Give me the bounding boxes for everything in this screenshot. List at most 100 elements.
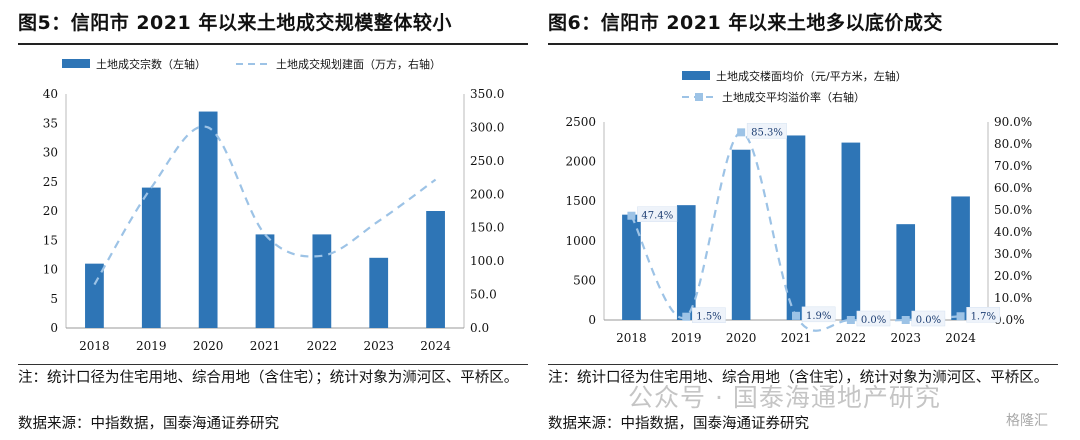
data-label-box xyxy=(911,310,946,327)
x-tick-label: 2018 xyxy=(79,339,110,353)
data-label: 47.4% xyxy=(641,211,673,222)
y-right-tick-label: 250.0 xyxy=(470,154,504,168)
data-label: 1.5% xyxy=(696,312,721,323)
y-right-tick-label: 40.0% xyxy=(994,225,1032,239)
y-left-tick-label: 1500 xyxy=(565,194,596,208)
y-right-tick-label: 0.0% xyxy=(994,313,1025,327)
y-right-tick-label: 50.0 xyxy=(470,288,497,302)
bar xyxy=(676,205,696,320)
series-line xyxy=(93,125,437,286)
y-right-tick-label: 50.0% xyxy=(994,203,1032,217)
bar xyxy=(198,111,218,328)
bar xyxy=(731,149,751,320)
bar xyxy=(841,142,861,320)
series-line xyxy=(630,131,961,332)
left-chart-title: 图5：信阳市 2021 年以来土地成交规模整体较小 xyxy=(18,12,452,34)
y-left-tick-label: 30 xyxy=(43,146,58,160)
line-point xyxy=(792,311,800,320)
right-title-rule xyxy=(548,43,1058,45)
y-right-tick-label: 20.0% xyxy=(994,269,1032,283)
brand-watermark: 格隆汇 xyxy=(1006,413,1048,429)
x-tick-label: 2021 xyxy=(781,331,812,345)
data-label-box xyxy=(692,307,726,323)
x-tick-label: 2019 xyxy=(671,331,702,345)
right-chart-note: 注：统计口径为住宅用地、综合用地（含住宅），统计对象为浉河区、平桥区。 xyxy=(548,370,1049,386)
legend-line-label: 土地成交平均溢价率（右轴） xyxy=(722,90,865,104)
x-tick-label: 2022 xyxy=(836,331,867,345)
line-point xyxy=(627,211,636,220)
left-title-rule xyxy=(18,43,528,45)
x-tick-label: 2022 xyxy=(307,339,338,353)
y-left-tick-label: 25 xyxy=(43,175,58,189)
y-right-tick-label: 150.0 xyxy=(470,221,504,235)
data-label-box xyxy=(637,206,678,222)
legend-line-label: 土地成交规划建面（万方，右轴） xyxy=(276,57,441,71)
x-tick-label: 2020 xyxy=(193,339,224,353)
y-left-tick-label: 2000 xyxy=(565,155,596,169)
line-point xyxy=(682,312,691,321)
bar xyxy=(85,263,104,328)
y-left-tick-label: 20 xyxy=(43,204,58,218)
bar xyxy=(141,187,161,328)
legend-bar-swatch xyxy=(62,59,90,68)
x-tick-label: 2024 xyxy=(945,331,976,345)
left-footnote-rule xyxy=(18,364,528,365)
line-point xyxy=(846,316,855,324)
data-label-box xyxy=(856,310,891,327)
y-left-tick-label: 1000 xyxy=(565,234,596,248)
y-right-tick-label: 200.0 xyxy=(470,187,504,201)
x-tick-label: 2024 xyxy=(420,339,451,353)
bar xyxy=(896,224,916,320)
data-label: 1.9% xyxy=(806,311,831,322)
y-right-tick-label: 0.0 xyxy=(470,321,489,335)
x-tick-label: 2020 xyxy=(726,331,757,345)
y-left-tick-label: 0 xyxy=(588,313,596,327)
data-label: 0.0% xyxy=(861,315,886,326)
line-point xyxy=(956,312,965,321)
y-right-tick-label: 10.0% xyxy=(994,291,1032,305)
y-left-tick-label: 0 xyxy=(50,321,58,335)
right-footnote-rule xyxy=(548,364,1058,365)
left-chart-panel: 图5：信阳市 2021 年以来土地成交规模整体较小 土地成交宗数（左轴） 土地成交… xyxy=(18,0,548,440)
land-price-chart: 土地成交楼面均价（元/平方米，左轴） 土地成交平均溢价率（右轴） 0 500 1000 1… xyxy=(565,69,1032,345)
y-right-tick-label: 90.0% xyxy=(994,115,1032,129)
data-label-box xyxy=(801,306,836,323)
y-right-tick-label: 30.0% xyxy=(994,247,1032,261)
y-left-tick-label: 500 xyxy=(573,273,596,287)
data-label-box xyxy=(966,307,1001,323)
left-chart-note: 注：统计口径为住宅用地、综合用地（含住宅）；统计对象为浉河区、平桥区。 xyxy=(18,370,519,386)
x-tick-label: 2019 xyxy=(136,339,167,353)
y-right-tick-label: 350.0 xyxy=(470,87,504,101)
data-label-box xyxy=(746,123,787,139)
legend-bar-swatch xyxy=(682,71,710,80)
y-left-tick-label: 2500 xyxy=(565,115,596,129)
bar xyxy=(426,211,445,328)
left-chart-source: 数据来源：中指数据，国泰海通证券研究 xyxy=(18,416,279,432)
y-right-tick-label: 300.0 xyxy=(470,120,504,134)
data-label: 85.3% xyxy=(751,127,783,138)
y-right-tick-label: 70.0% xyxy=(994,159,1032,173)
data-label: 0.0% xyxy=(916,315,941,326)
y-right-tick-label: 100.0 xyxy=(470,254,504,268)
right-chart-panel: 图6：信阳市 2021 年以来土地多以底价成交 土地成交楼面均价（元/平方米，左… xyxy=(548,0,1078,440)
x-tick-label: 2023 xyxy=(363,339,394,353)
bar xyxy=(369,257,389,328)
line-point xyxy=(901,316,910,324)
y-right-tick-label: 80.0% xyxy=(994,137,1032,151)
bar xyxy=(951,196,970,320)
legend-bar-label: 土地成交楼面均价（元/平方米，左轴） xyxy=(716,69,907,83)
bar xyxy=(622,214,641,320)
legend-line-marker xyxy=(695,93,703,101)
x-tick-label: 2018 xyxy=(616,331,647,345)
x-tick-label: 2023 xyxy=(890,331,921,345)
y-left-tick-label: 35 xyxy=(43,116,58,130)
land-volume-chart: 土地成交宗数（左轴） 土地成交规划建面（万方，右轴） 0 5 10 15 20 25 30 35 4… xyxy=(43,57,505,353)
y-left-tick-label: 10 xyxy=(43,263,58,277)
bar xyxy=(312,234,332,328)
data-label: 1.7% xyxy=(971,311,996,322)
legend-bar-label: 土地成交宗数（左轴） xyxy=(96,57,206,71)
bar xyxy=(255,234,275,328)
y-left-tick-label: 40 xyxy=(43,87,58,101)
x-tick-label: 2021 xyxy=(250,339,281,353)
y-right-tick-label: 60.0% xyxy=(994,181,1032,195)
